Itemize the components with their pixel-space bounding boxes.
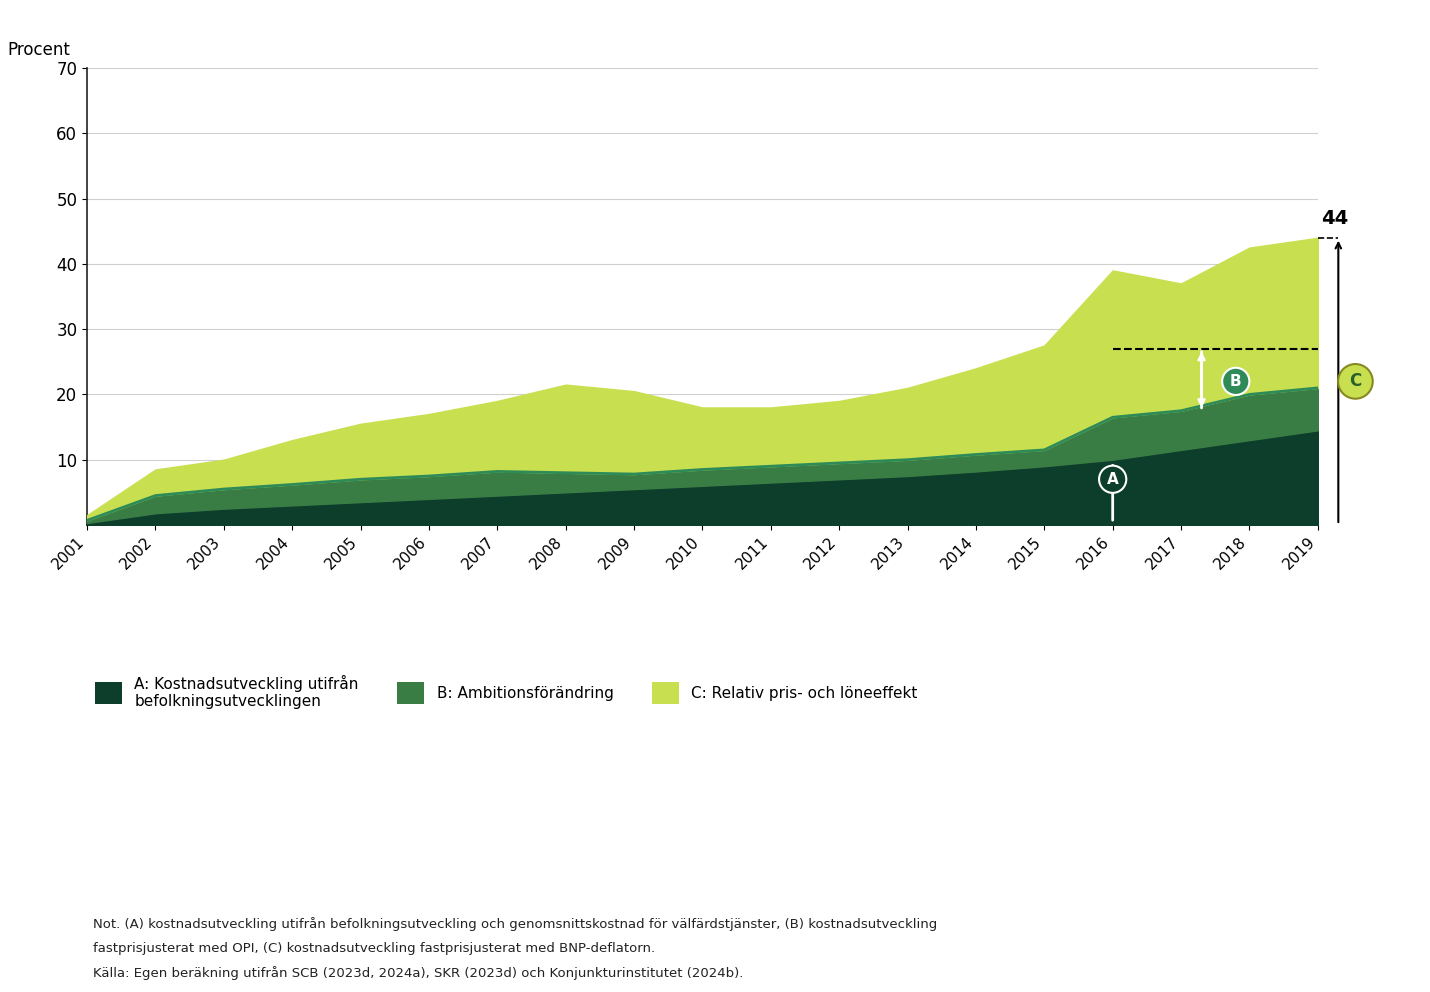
Text: 44: 44 — [1321, 209, 1348, 228]
Text: Källa: Egen beräkning utifrån SCB (2023d, 2024a), SKR (2023d) och Konjunkturinst: Källa: Egen beräkning utifrån SCB (2023d… — [93, 966, 744, 980]
Text: Not. (A) kostnadsutveckling utifrån befolkningsutveckling och genomsnittskostnad: Not. (A) kostnadsutveckling utifrån befo… — [93, 917, 937, 930]
Text: fastprisjusterat med OPI, (C) kostnadsutveckling fastprisjusterat med BNP-deflat: fastprisjusterat med OPI, (C) kostnadsut… — [93, 942, 655, 955]
Text: Procent: Procent — [7, 41, 70, 59]
Text: C: C — [1350, 372, 1361, 391]
Text: B: B — [1230, 374, 1241, 389]
Legend: A: Kostnadsutveckling utifrån
befolkningsutvecklingen, B: Ambitionsförändring, C: A: Kostnadsutveckling utifrån befolkning… — [94, 675, 918, 709]
Text: A: A — [1107, 472, 1118, 487]
